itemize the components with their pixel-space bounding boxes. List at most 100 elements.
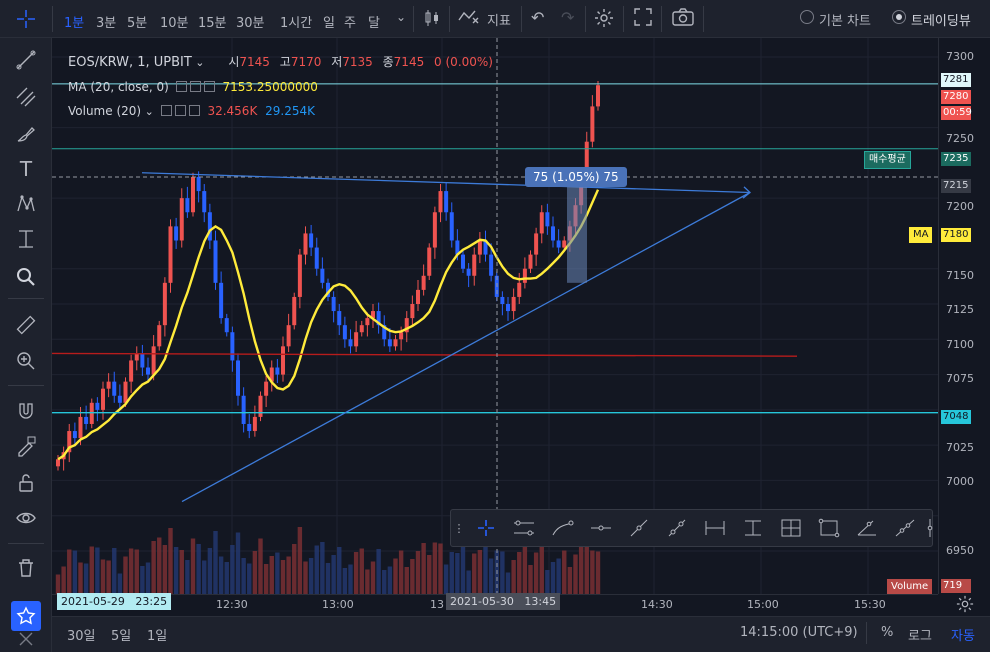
candle-body [207, 212, 212, 241]
interval-3[interactable]: 10분 [160, 16, 189, 31]
volume-bar [292, 544, 297, 594]
range-5d-button[interactable]: 5일 [111, 629, 132, 644]
lock-icon[interactable] [13, 470, 39, 496]
crosshair-tool-icon[interactable] [471, 514, 501, 542]
pattern-icon[interactable] [13, 191, 39, 217]
interval-4[interactable]: 15분 [198, 16, 227, 31]
rectangle-tool-icon[interactable] [814, 514, 844, 542]
candle-type-icon[interactable] [423, 8, 441, 32]
basic-chart-label[interactable]: 기본 차트 [819, 14, 871, 29]
trend-line-icon[interactable] [13, 47, 39, 73]
ruler-icon[interactable] [13, 312, 39, 338]
volume-bar [145, 562, 151, 594]
tradingview-label[interactable]: 트레이딩뷰 [911, 14, 971, 29]
volume-bar [280, 560, 286, 594]
settings-icon[interactable] [189, 81, 201, 92]
volume-bar [224, 562, 229, 594]
fib-channel-icon[interactable] [13, 84, 39, 110]
candle-body [354, 332, 359, 347]
clock-display[interactable]: 14:15:00 (UTC+9) [740, 625, 858, 640]
price-range-icon[interactable] [738, 514, 768, 542]
candle-body [410, 304, 415, 319]
drag-handle-icon[interactable]: ⋮ [453, 521, 465, 535]
price-scale[interactable]: 7300 7250 7200 7150 7125 7100 7075 7025 7000 6950 [938, 38, 990, 594]
ma-label[interactable]: MA (20, close, 0) [68, 80, 169, 94]
vertical-line-icon[interactable] [925, 514, 935, 542]
candle-body [129, 360, 134, 382]
interval-8[interactable]: 주 [344, 16, 356, 31]
basic-chart-radio[interactable] [800, 10, 814, 24]
volume-bar [477, 550, 483, 594]
text-tool-icon[interactable]: T [19, 157, 33, 181]
interval-1[interactable]: 3분 [96, 16, 117, 31]
volume-bar [370, 561, 376, 594]
eye-icon[interactable] [13, 505, 39, 531]
percent-toggle[interactable]: % [881, 625, 894, 640]
settings-icon[interactable] [174, 105, 186, 116]
volume-bar [398, 550, 404, 594]
volume-bar [376, 549, 381, 594]
collapse-toolbar-icon[interactable] [13, 628, 39, 650]
close-icon[interactable] [203, 81, 215, 92]
close-icon[interactable] [188, 105, 200, 116]
date-price-range-icon[interactable] [776, 514, 806, 542]
horizontal-ray-icon[interactable] [586, 514, 616, 542]
zoom-in-icon[interactable] [13, 348, 39, 374]
curve-tool-icon[interactable] [548, 514, 578, 542]
candle-body [506, 304, 510, 312]
range-1d-button[interactable]: 1일 [147, 629, 168, 644]
lock-drawing-icon[interactable] [13, 433, 39, 459]
undo-icon[interactable]: ↶ [531, 8, 545, 27]
parallel-channel-icon[interactable] [509, 514, 539, 542]
indicator-icon[interactable] [458, 8, 480, 30]
brush-icon[interactable] [13, 121, 39, 147]
interval-6[interactable]: 1시간 [280, 16, 313, 31]
extended-line-icon[interactable] [662, 514, 692, 542]
trend-angle-icon[interactable] [890, 514, 920, 542]
settings-gear-icon[interactable] [594, 8, 614, 32]
volume-bar [123, 556, 128, 594]
camera-icon[interactable] [672, 8, 694, 30]
candle-body [202, 191, 207, 213]
interval-2[interactable]: 5분 [127, 16, 148, 31]
candle-body [67, 431, 72, 453]
indicator-button[interactable]: 지표 [487, 14, 511, 29]
candle-body [168, 226, 173, 283]
candle-body [539, 212, 544, 234]
volume-bar [252, 551, 258, 594]
interval-0[interactable]: 1분 [64, 16, 85, 31]
eye-toggle-icon[interactable] [160, 105, 172, 116]
volume-bar [303, 561, 308, 594]
scale-settings-gear-icon[interactable] [956, 595, 974, 616]
magnet-icon[interactable] [13, 398, 39, 424]
line-tool-icon[interactable] [624, 514, 654, 542]
symbol-label[interactable]: EOS/KRW, 1, UPBIT [68, 55, 192, 70]
volume-label[interactable]: Volume (20) [68, 104, 142, 118]
range-30d-button[interactable]: 30일 [67, 629, 96, 644]
volume-bar [151, 541, 156, 594]
redo-icon[interactable]: ↷ [561, 8, 575, 27]
interval-9[interactable]: 달 [368, 16, 380, 31]
tradingview-radio[interactable] [892, 10, 906, 24]
low-value: 7135 [342, 55, 373, 69]
fullscreen-icon[interactable] [634, 8, 652, 30]
angle-tool-icon[interactable] [852, 514, 882, 542]
buy-average-tag: 매수평균 [864, 151, 911, 169]
date-range-icon[interactable] [700, 514, 730, 542]
log-toggle[interactable]: 로그 [908, 629, 932, 644]
volume-bar [83, 563, 89, 594]
zoom-search-icon[interactable] [13, 264, 39, 290]
crosshair-icon[interactable] [14, 7, 38, 35]
projection-icon[interactable] [13, 226, 39, 252]
cursor-date-mid: 2021-05-30 13:45 [446, 593, 561, 610]
interval-5[interactable]: 30분 [236, 16, 265, 31]
favorites-star-button[interactable] [11, 601, 41, 631]
trash-icon[interactable] [13, 555, 39, 581]
symbol-dropdown-icon[interactable]: ⌄ [191, 56, 205, 69]
interval-dropdown-icon[interactable]: ⌄ [396, 10, 407, 24]
price-chart[interactable] [52, 38, 938, 594]
auto-toggle[interactable]: 자동 [951, 629, 975, 644]
interval-7[interactable]: 일 [323, 16, 335, 31]
eye-toggle-icon[interactable] [175, 81, 187, 92]
volume-dropdown-icon[interactable]: ⌄ [141, 105, 154, 118]
